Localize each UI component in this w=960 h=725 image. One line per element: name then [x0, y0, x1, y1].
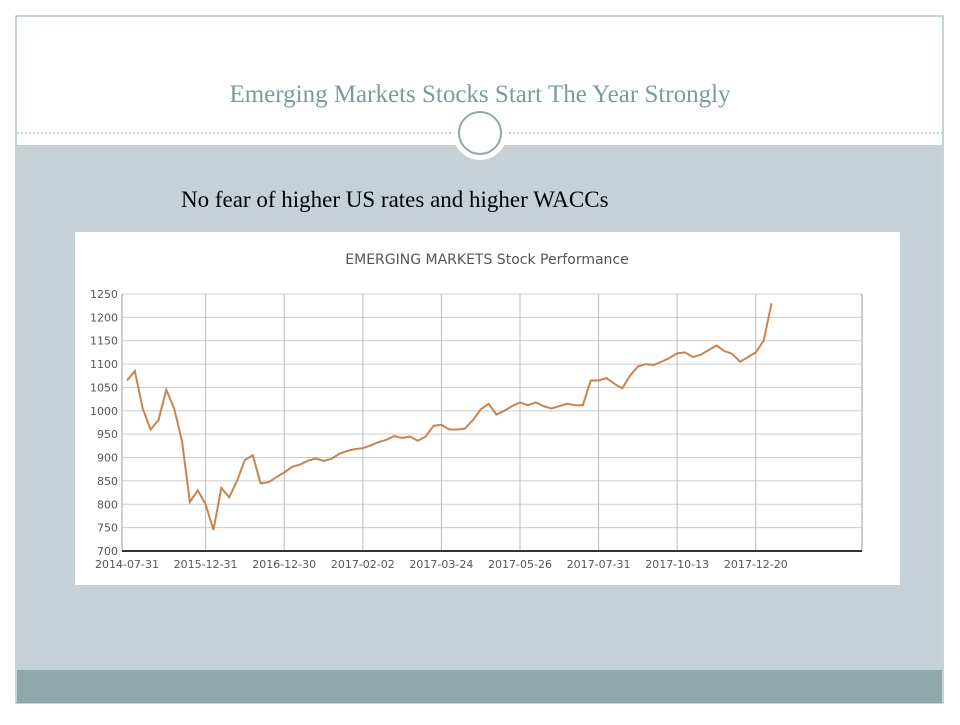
- y-tick-label: 800: [97, 498, 118, 511]
- y-tick-label: 1250: [90, 288, 118, 301]
- x-tick-label: 2017-12-20: [724, 558, 788, 571]
- y-tick-label: 1200: [90, 311, 118, 324]
- y-tick-label: 1000: [90, 405, 118, 418]
- x-tick-label: 2016-12-30: [252, 558, 316, 571]
- y-tick-label: 1150: [90, 335, 118, 348]
- x-tick-label: 2017-03-24: [409, 558, 473, 571]
- x-tick-label: 2014-07-31: [95, 558, 159, 571]
- x-tick-label: 2015-12-31: [174, 558, 238, 571]
- y-tick-label: 1050: [90, 381, 118, 394]
- footer-band: [17, 670, 942, 703]
- plot: 700 750 800 850 900 950 1000 1050 1100 1150 1200 12…: [90, 288, 863, 571]
- slide-title: Emerging Markets Stocks Start The Year S…: [229, 81, 731, 108]
- y-tick-label: 1100: [90, 358, 118, 371]
- chart-title: EMERGING MARKETS Stock Performance: [345, 252, 628, 268]
- x-tick-label: 2017-02-02: [331, 558, 395, 571]
- y-tick-label: 850: [97, 475, 118, 488]
- x-tick-label: 2017-05-26: [488, 558, 552, 571]
- y-tick-label: 750: [97, 522, 118, 535]
- price-line: [126, 303, 773, 531]
- x-tick-label: 2017-07-31: [567, 558, 631, 571]
- ornament-ring: [458, 111, 502, 155]
- slide-subtitle: No fear of higher US rates and higher WA…: [181, 187, 609, 212]
- y-tick-label: 900: [97, 452, 118, 465]
- y-tick-label: 950: [97, 428, 118, 441]
- x-tick-label: 2017-10-13: [645, 558, 709, 571]
- y-tick-label: 700: [97, 545, 118, 558]
- plot-area: [121, 293, 863, 552]
